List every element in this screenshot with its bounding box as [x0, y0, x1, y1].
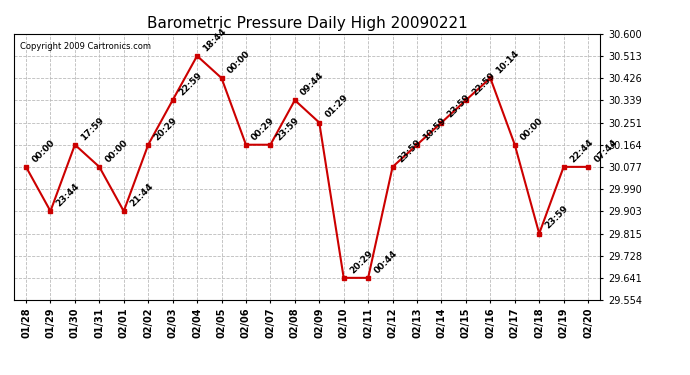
Text: 20:29: 20:29	[152, 116, 179, 142]
Text: 10:14: 10:14	[495, 49, 521, 75]
Text: 00:00: 00:00	[226, 49, 252, 75]
Text: Copyright 2009 Cartronics.com: Copyright 2009 Cartronics.com	[19, 42, 150, 51]
Text: 00:00: 00:00	[30, 138, 57, 164]
Text: 23:59: 23:59	[543, 204, 570, 231]
Text: 23:59: 23:59	[397, 137, 424, 164]
Text: 18:44: 18:44	[201, 26, 228, 53]
Text: 21:44: 21:44	[128, 182, 155, 209]
Text: 00:29: 00:29	[250, 116, 277, 142]
Text: 10:59: 10:59	[421, 116, 448, 142]
Text: 22:59: 22:59	[177, 71, 204, 98]
Text: 23:59: 23:59	[275, 115, 302, 142]
Text: 20:29: 20:29	[348, 249, 375, 275]
Text: 22:59: 22:59	[470, 71, 497, 98]
Text: 00:44: 00:44	[373, 249, 399, 275]
Text: 09:44: 09:44	[299, 70, 326, 98]
Text: 01:29: 01:29	[324, 93, 350, 120]
Text: 23:59: 23:59	[446, 93, 473, 120]
Text: 23:44: 23:44	[55, 182, 81, 209]
Text: 22:44: 22:44	[568, 137, 595, 164]
Text: 07:44: 07:44	[592, 137, 619, 164]
Title: Barometric Pressure Daily High 20090221: Barometric Pressure Daily High 20090221	[147, 16, 467, 31]
Text: 17:59: 17:59	[79, 115, 106, 142]
Text: 00:00: 00:00	[519, 116, 545, 142]
Text: 00:00: 00:00	[104, 138, 130, 164]
